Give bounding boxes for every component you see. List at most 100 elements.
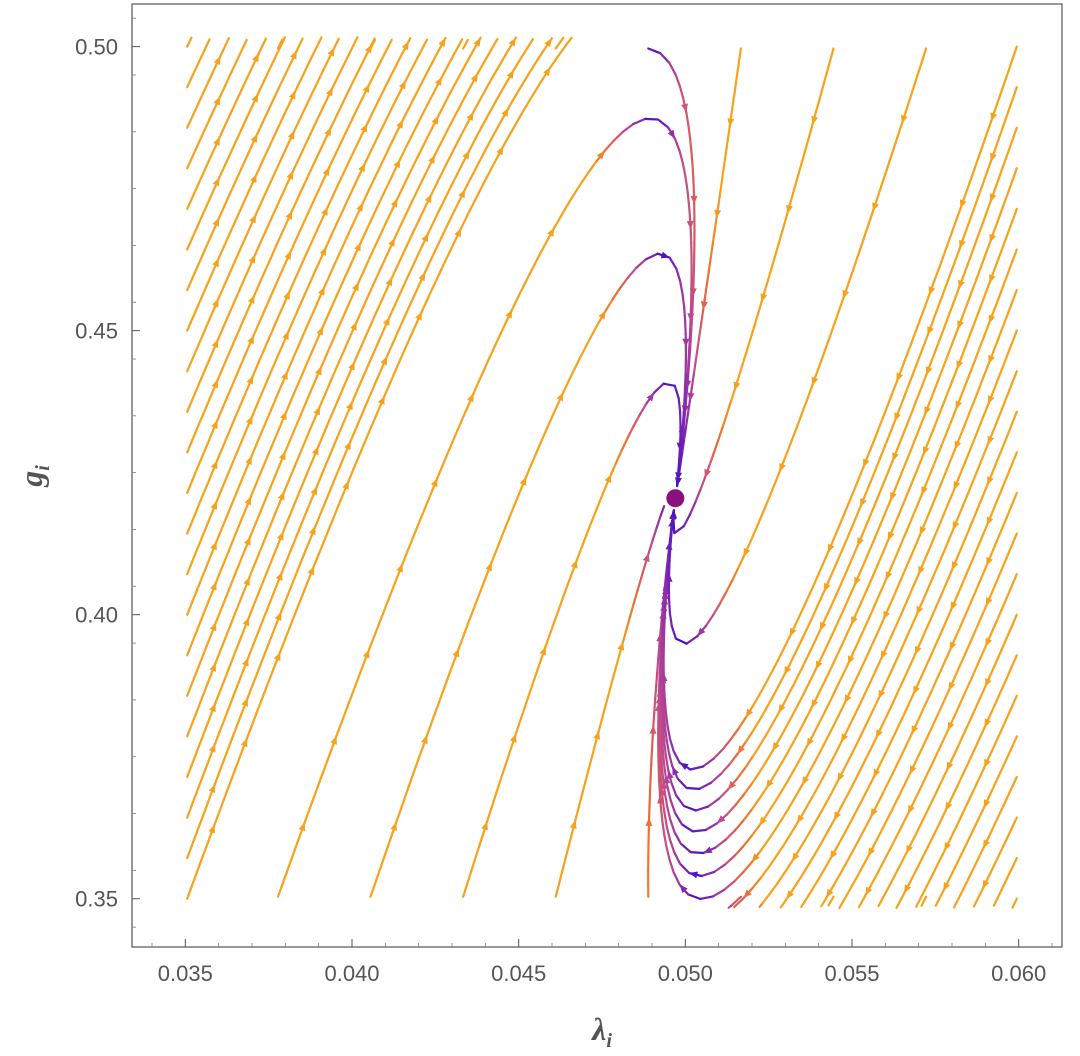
streamline-arrowhead	[242, 657, 249, 667]
streamline-segment	[901, 423, 909, 438]
streamline-arrowhead	[458, 189, 466, 199]
streamline-segment	[349, 38, 358, 54]
streamline-segment	[712, 863, 726, 874]
streamline-segment	[778, 225, 785, 241]
streamline-segment	[969, 359, 977, 374]
streamline-segment	[860, 788, 869, 803]
streamline-segment	[224, 37, 230, 46]
streamline-segment	[323, 273, 332, 288]
streamline-segment	[667, 559, 671, 575]
streamline-segment	[783, 688, 793, 703]
streamline-segment	[900, 355, 908, 371]
streamline-segment	[857, 693, 866, 709]
streamline-segment	[976, 145, 984, 160]
streamline-segment	[337, 491, 345, 507]
streamline-segment	[285, 398, 293, 413]
streamline-segment	[871, 429, 879, 445]
streamline-segment	[918, 306, 926, 321]
streamline-segment	[482, 141, 491, 156]
streamline-arrowhead	[519, 476, 527, 486]
streamline-segment	[317, 771, 324, 787]
streamline-segment	[935, 297, 943, 312]
streamline-segment	[276, 382, 284, 397]
streamline-segment	[742, 808, 753, 822]
streamline-segment	[561, 857, 567, 873]
streamline-segment	[839, 795, 848, 810]
streamline-segment	[321, 313, 330, 328]
streamline-segment	[590, 509, 598, 524]
streamline-segment	[992, 338, 1000, 353]
streamline-segment	[919, 885, 928, 900]
streamline-arrowhead	[988, 314, 996, 324]
streamline-segment	[610, 460, 618, 476]
streamline-segment	[811, 722, 821, 737]
streamline-segment	[799, 864, 809, 879]
streamline-segment	[439, 130, 448, 145]
streamline-segment	[655, 671, 659, 687]
fixed-point-marker	[666, 489, 685, 508]
streamline-segment	[260, 687, 267, 703]
streamline-segment	[186, 114, 194, 129]
streamline-segment	[325, 233, 333, 248]
streamline-segment	[365, 391, 373, 406]
streamline-segment	[807, 760, 816, 775]
streamline-segment	[955, 774, 964, 789]
streamline-segment	[672, 850, 682, 865]
streamline-segment	[361, 363, 370, 379]
streamline-segment	[344, 332, 353, 347]
streamline-segment	[929, 605, 938, 620]
streamline-segment	[848, 745, 857, 760]
streamline-segment	[186, 641, 194, 657]
streamline-segment	[743, 757, 753, 771]
streamline-segment	[462, 38, 469, 50]
streamline-segment	[1001, 313, 1009, 329]
streamline-segment	[364, 324, 372, 339]
streamline-segment	[383, 382, 391, 397]
streamline-segment	[206, 309, 215, 324]
streamline-segment	[230, 451, 239, 466]
streamline-segment	[977, 766, 986, 781]
streamline-segment	[863, 548, 872, 563]
streamline-segment	[489, 156, 499, 171]
streamline-segment	[286, 357, 294, 373]
streamline-segment	[689, 850, 705, 855]
streamline-segment	[207, 188, 216, 203]
streamline-segment	[943, 649, 951, 664]
streamline-segment	[201, 362, 209, 377]
streamline-segment	[368, 245, 377, 260]
streamline-segment	[432, 208, 441, 223]
streamline-segment	[466, 870, 473, 886]
streamline-segment	[941, 244, 949, 260]
streamline-arrowhead	[244, 496, 252, 506]
streamline-segment	[894, 824, 904, 839]
streamline-segment	[819, 737, 829, 752]
streamline-segment	[343, 158, 352, 173]
streamline-arrowhead	[346, 401, 353, 411]
streamline-segment	[300, 213, 309, 228]
streamline-segment	[945, 232, 953, 247]
streamline-arrowhead	[880, 650, 888, 660]
streamline-arrowhead	[686, 220, 694, 230]
streamline-segment	[549, 55, 560, 69]
streamline-segment	[951, 328, 959, 343]
streamline-segment	[912, 466, 920, 481]
streamline-segment	[186, 560, 194, 576]
streamline-segment	[207, 107, 216, 122]
streamline-segment	[891, 796, 900, 811]
streamline-arrowhead	[210, 460, 218, 470]
streamline-segment	[783, 446, 791, 461]
streamline-segment	[252, 591, 260, 607]
streamline-segment	[435, 235, 443, 250]
streamline-segment	[983, 322, 991, 337]
streamline-segment	[554, 882, 561, 898]
streamline-segment	[377, 260, 385, 275]
streamline-segment	[587, 755, 594, 771]
streamline-arrowhead	[401, 41, 409, 51]
streamline-segment	[453, 41, 462, 55]
streamline-segment	[346, 293, 355, 308]
streamline-segment	[969, 629, 977, 644]
streamline-segment	[308, 417, 316, 432]
streamline-segment	[191, 508, 199, 523]
streamline-segment	[498, 770, 505, 785]
streamline-segment	[221, 435, 229, 450]
